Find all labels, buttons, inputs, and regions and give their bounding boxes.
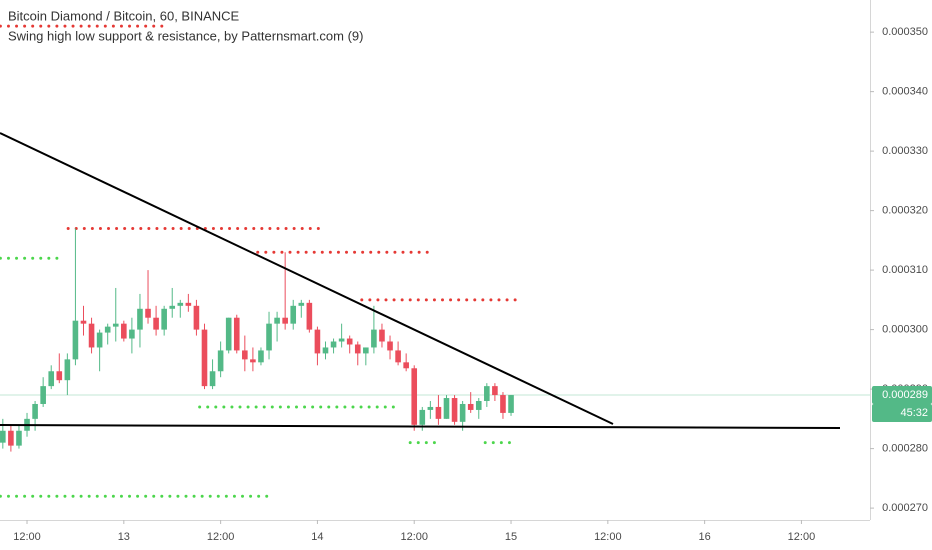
candle-body (363, 347, 369, 354)
candle-body (290, 305, 297, 324)
candle-body (484, 386, 490, 402)
candle-body (16, 430, 22, 446)
countdown-tag (872, 404, 932, 423)
candle-body (435, 406, 442, 419)
countdown-label: 45:32 (900, 407, 928, 419)
candle-body (387, 341, 393, 351)
candle-body (80, 320, 87, 324)
candle-body (88, 323, 95, 348)
candle-body (121, 323, 127, 339)
candle-body (508, 395, 514, 413)
candle-body (459, 403, 466, 422)
candle-body (64, 359, 71, 381)
candle-body (298, 302, 305, 306)
candle-body (371, 329, 377, 348)
candle-body (306, 302, 313, 330)
x-tick-label: 13 (118, 531, 130, 543)
last-price-tag (872, 386, 932, 405)
y-tick-label: 0.000300 (882, 324, 928, 336)
candle-body (193, 305, 200, 330)
candle-body (153, 317, 159, 330)
candle-body (72, 320, 79, 360)
candle-body (500, 395, 506, 413)
candle-body (443, 398, 450, 419)
candle-body (282, 317, 288, 324)
candle-body (338, 338, 345, 342)
x-tick-label: 12:00 (788, 531, 816, 543)
candle-body (467, 403, 474, 410)
candle-body (40, 386, 46, 404)
candle-body (492, 386, 498, 396)
y-tick-label: 0.000340 (882, 86, 928, 98)
candle-body (258, 350, 264, 363)
candle-body (395, 350, 401, 363)
y-tick-label: 0.000270 (882, 502, 928, 514)
x-tick-label: 12:00 (207, 531, 235, 543)
candle-body (104, 326, 111, 333)
candle-body (112, 323, 119, 327)
candle-body (225, 317, 232, 351)
candle-body (346, 338, 353, 345)
chart-title: Bitcoin Diamond / Bitcoin, 60, BINANCE (8, 8, 240, 23)
candle-body (177, 302, 184, 306)
y-tick-label: 0.000350 (882, 26, 928, 38)
y-tick-label: 0.000330 (882, 145, 928, 157)
candle-body (411, 368, 418, 425)
candle-body (354, 344, 361, 354)
candle-body (451, 398, 458, 422)
candle-body (209, 371, 216, 387)
x-tick-label: 12:00 (594, 531, 622, 543)
x-tick-label: 12:00 (13, 531, 41, 543)
x-tick-label: 14 (311, 531, 323, 543)
candle-body (233, 317, 240, 351)
y-tick-label: 0.000280 (882, 443, 928, 455)
candle-body (403, 362, 409, 369)
y-tick-label: 0.000310 (882, 264, 928, 276)
support-line (0, 424, 841, 429)
candle-body (48, 371, 55, 387)
candle-body (475, 401, 482, 410)
candle-body (8, 430, 14, 446)
plot-area (0, 24, 870, 498)
candle-body (322, 347, 329, 354)
candle-body (266, 323, 272, 351)
candle-body (201, 329, 208, 387)
candle-body (137, 308, 143, 330)
candle-body (96, 332, 103, 348)
candle-body (145, 308, 151, 318)
candle-body (379, 329, 385, 342)
candle-body (32, 403, 38, 419)
candle-body (161, 308, 167, 330)
last-price-label: 0.000289 (882, 389, 928, 401)
trend-line (0, 132, 614, 425)
candle-body (274, 317, 280, 324)
candle-body (169, 305, 176, 309)
x-tick-label: 15 (505, 531, 517, 543)
candle-body (330, 341, 337, 348)
candle-body (217, 350, 224, 372)
candle-body (419, 409, 426, 425)
candle-body (242, 350, 248, 360)
x-tick-label: 16 (699, 531, 711, 543)
indicator-name: Swing high low support & resistance, by … (8, 28, 363, 43)
candle-body (185, 302, 192, 306)
y-tick-label: 0.000320 (882, 205, 928, 217)
candle-body (314, 329, 321, 354)
x-tick-label: 12:00 (400, 531, 428, 543)
candle-body (0, 430, 6, 443)
candle-body (129, 329, 135, 339)
candle-body (427, 406, 434, 410)
candle-body (56, 371, 63, 381)
candle-body (250, 359, 256, 363)
